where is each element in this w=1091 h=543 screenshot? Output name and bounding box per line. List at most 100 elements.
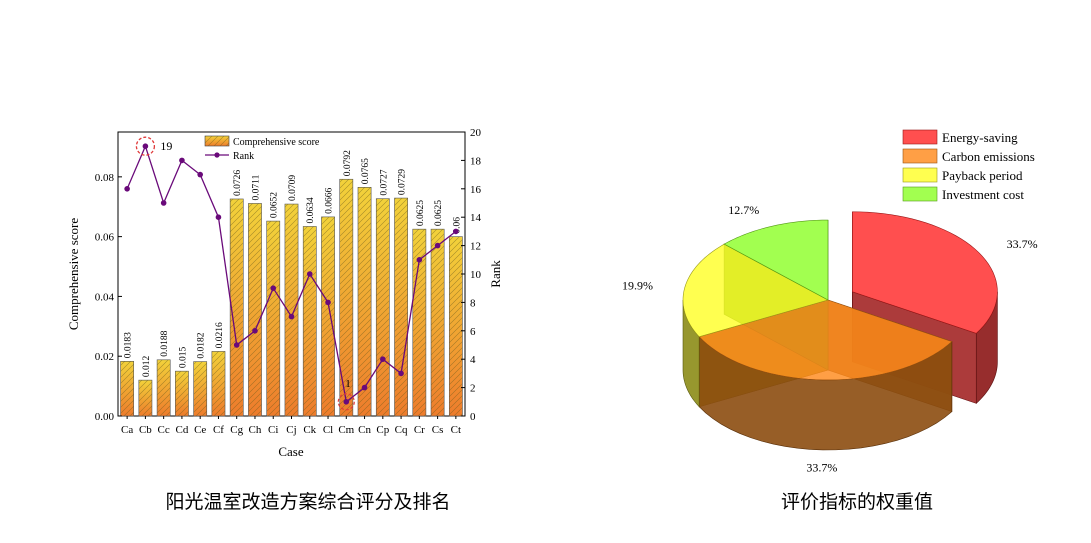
bar-value-label-Cg: 0.0726 xyxy=(233,170,243,196)
pie-value-label-energy-saving: 33.7% xyxy=(1007,237,1038,251)
x-tick-label-Cf: Cf xyxy=(213,424,224,436)
pie-slice-investment-cost xyxy=(723,219,829,301)
pie-value-label-investment-cost: 12.7% xyxy=(728,203,759,217)
pie-chart-caption: 评价指标的权重值 xyxy=(781,491,933,513)
x-tick-label-Cm: Cm xyxy=(338,424,354,436)
rank-point-Ch xyxy=(252,328,258,334)
bar-value-label-Cb: 0.012 xyxy=(142,356,152,378)
bar-value-label-Cm: 0.0792 xyxy=(343,150,353,176)
x-tick-label-Ct: Ct xyxy=(451,424,461,436)
x-tick-label-Cj: Cj xyxy=(286,424,296,436)
bar-value-label-Ci: 0.0652 xyxy=(270,192,280,218)
bar-hatch-Ca xyxy=(120,361,134,416)
right-tick-label: 20 xyxy=(470,127,482,139)
bar-hatch-Ct xyxy=(449,236,463,416)
x-tick-label-Ci: Ci xyxy=(268,424,278,436)
left-tick-label: 0.00 xyxy=(95,411,115,423)
left-axis-ticks: 0.00 0.02 0.04 0.06 0.08 xyxy=(95,172,122,423)
right-tick-label: 18 xyxy=(470,155,482,167)
bar-value-label-Cc: 0.0188 xyxy=(160,330,170,356)
right-tick-label: 12 xyxy=(470,241,481,253)
min-rank-label: 1 xyxy=(345,378,351,390)
rank-point-Cf xyxy=(215,214,222,220)
x-tick-label-Ck: Ck xyxy=(303,424,316,436)
bar-value-label-Cn: 0.0765 xyxy=(361,158,371,184)
bar-value-label-Ca: 0.0183 xyxy=(124,332,134,358)
bar-hatch-Ci xyxy=(266,221,280,416)
x-tick-label-Cs: Cs xyxy=(432,424,444,436)
pie-legend-swatch-carbon-emissions xyxy=(902,148,938,164)
x-axis-title: Case xyxy=(278,444,304,459)
x-axis-ticks: Ca Cb Cc Cd Ce Cf Cg Ch Ci Cj Ck Cl Cm Cn Cp Cq Cr Cs Ct xyxy=(121,416,461,436)
right-tick-label: 14 xyxy=(470,212,482,224)
bar-hatch-Cb xyxy=(138,380,152,416)
rank-point-Cj xyxy=(288,313,295,320)
bar-value-label-Cs: 0.0625 xyxy=(434,200,444,226)
rank-point-Ck xyxy=(306,271,313,277)
rank-point-Cg xyxy=(233,342,240,348)
bar-value-label-Ch: 0.0711 xyxy=(251,174,261,200)
left-tick-label: 0.08 xyxy=(95,172,115,184)
weight-pie-chart: 33.7% 33.7% 19.9% 12.7% Energy-saving Carbon… xyxy=(622,129,1038,513)
pie-slice-carbon-emissions xyxy=(698,299,953,381)
rank-point-Cr xyxy=(416,257,423,263)
right-tick-label: 16 xyxy=(470,184,482,196)
legend-line-marker xyxy=(214,152,220,158)
x-tick-label-Ca: Ca xyxy=(121,424,133,436)
pie-legend-label-payback-period: Payback period xyxy=(942,168,1023,183)
bar-value-label-Ce: 0.0182 xyxy=(197,332,207,358)
bar-value-label-Cj: 0.0709 xyxy=(288,175,298,201)
bar-chart-legend: Comprehensive score Rank xyxy=(204,135,320,162)
x-tick-label-Cl: Cl xyxy=(323,424,333,436)
bar-hatch-Cq xyxy=(394,198,408,416)
left-tick-label: 0.06 xyxy=(95,232,115,244)
rank-point-Cn xyxy=(361,384,368,391)
pie-value-labels: 33.7% 33.7% 19.9% 12.7% xyxy=(622,203,1038,474)
bar-value-label-Cp: 0.0727 xyxy=(379,169,389,195)
pie-slice-energy-saving xyxy=(852,211,998,334)
bar-hatch-Cn xyxy=(357,187,372,416)
min-rank-highlight xyxy=(337,393,355,411)
rank-point-Cp xyxy=(380,356,386,363)
bar-hatch-Cr xyxy=(412,229,426,416)
rank-point-Ca xyxy=(124,186,130,192)
right-tick-label: 2 xyxy=(470,383,476,395)
rank-point-Cc xyxy=(160,200,167,206)
pie-legend-swatch-payback-period xyxy=(902,167,938,183)
rank-point-Cb xyxy=(142,143,149,149)
x-tick-label-Cg: Cg xyxy=(230,424,243,436)
bar-hatch-Cg xyxy=(230,198,244,416)
bar-hatch-Cs xyxy=(431,229,445,416)
pie-slice-payback-period xyxy=(682,243,829,338)
pie-value-label-payback-period: 19.9% xyxy=(622,279,653,293)
rank-point-Ci xyxy=(270,285,277,292)
legend-bar-label: Comprehensive score xyxy=(233,137,320,148)
pie-legend-label-carbon-emissions: Carbon emissions xyxy=(942,149,1035,164)
rank-point-Cq xyxy=(398,370,404,377)
bar-hatch-Cd xyxy=(175,371,189,416)
legend-bar-swatch-hatch xyxy=(205,136,229,146)
x-tick-label-Cr: Cr xyxy=(414,424,425,436)
x-tick-label-Cb: Cb xyxy=(139,424,152,436)
pie-value-label-carbon-emissions: 33.7% xyxy=(806,461,837,475)
pie-legend-swatch-energy-saving xyxy=(902,129,938,145)
right-tick-label: 0 xyxy=(470,411,476,423)
legend-line-label: Rank xyxy=(233,151,254,162)
rank-point-Ce xyxy=(197,171,203,178)
x-tick-label-Ch: Ch xyxy=(249,424,262,436)
rank-point-Cm xyxy=(343,399,350,405)
bar-hatch-Cj xyxy=(284,204,299,416)
bar-hatch-Cf xyxy=(211,351,226,416)
pie-legend: Energy-saving Carbon emissions Payback per… xyxy=(902,129,1035,202)
bar-value-label-Cl: 0.0666 xyxy=(325,188,335,214)
bar-value-label-Ck: 0.0634 xyxy=(306,197,316,223)
right-tick-label: 10 xyxy=(470,269,482,281)
left-tick-label: 0.02 xyxy=(95,351,114,363)
rank-point-Cs xyxy=(434,242,441,249)
bar-hatch-Ce xyxy=(193,361,207,416)
right-tick-label: 8 xyxy=(470,297,476,309)
x-tick-label-Ce: Ce xyxy=(194,424,206,436)
bar-chart-caption: 阳光温室改造方案综合评分及排名 xyxy=(165,491,450,513)
bar-value-label-Cq: 0.0729 xyxy=(398,169,408,195)
